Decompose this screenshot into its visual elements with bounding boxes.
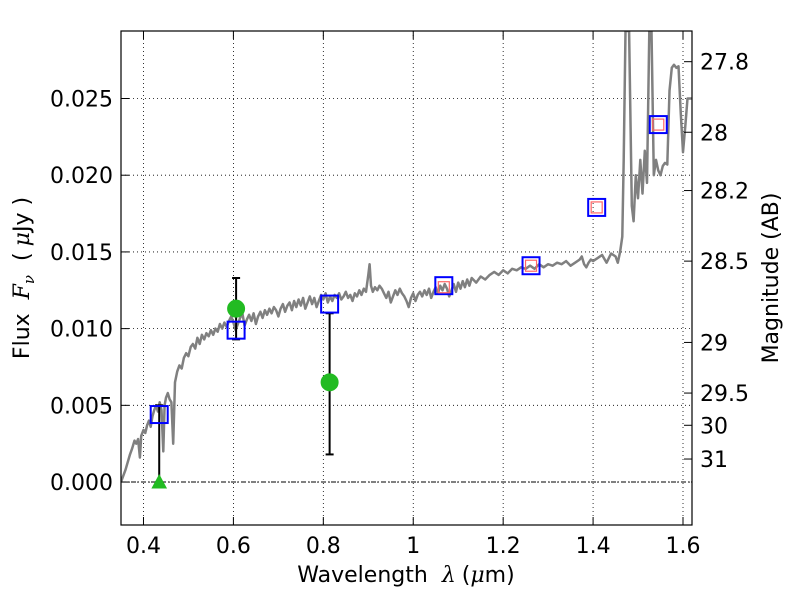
y2-tick-label: 27.8: [700, 51, 749, 76]
y-axis-unit-open: (: [10, 252, 35, 261]
y-axis-unit-mu: μ: [10, 232, 35, 246]
x-axis-symbol: λ: [441, 563, 456, 588]
y-axis-symbol-main: F: [10, 283, 35, 300]
model-flux-box: [521, 256, 541, 276]
y-axis-label-name: Flux: [10, 313, 35, 359]
x-axis-unit-rest: m): [485, 563, 515, 588]
detection-point: [227, 299, 246, 318]
x-axis-unit-mu: μ: [470, 563, 484, 588]
x-tick-label: 0.4: [126, 534, 161, 559]
model-flux-box: [587, 197, 607, 217]
plot-area: [121, 31, 692, 483]
y-tick-label: 0.015: [50, 241, 113, 266]
plot-background: [121, 31, 692, 525]
y-axis-unit-rest: Jy ): [10, 197, 35, 234]
model-flux-box: [434, 276, 454, 296]
y2-tick-label: 29: [700, 331, 728, 356]
y2-tick-label: 28.2: [700, 180, 749, 205]
sed-spectrum-line: [121, 31, 692, 483]
plot-frame: [120, 30, 693, 526]
x-tick-label: 1: [406, 534, 420, 559]
model-flux-box: [320, 294, 340, 314]
model-flux-box: [149, 405, 169, 425]
x-tick-label: 0.6: [216, 534, 251, 559]
ticks: 0.4 0.6 0.8 1 1.2 1.4 1.6 0.000 0.005 0.010 0.015 0…: [50, 31, 749, 559]
y-tick-label: 0.020: [50, 164, 113, 189]
x-axis-label: Wavelength λ (μm): [297, 563, 514, 588]
observed-flux-box: [524, 259, 538, 272]
y-tick-label: 0.005: [50, 394, 113, 419]
x-axis-label-name: Wavelength: [297, 563, 428, 588]
y2-tick-label: 31: [700, 448, 728, 473]
y2-axis-label: Magnitude (AB): [759, 193, 784, 364]
observed-flux-box: [437, 281, 450, 294]
y-tick-label: 0.000: [50, 471, 113, 496]
x-tick-label: 0.8: [306, 534, 341, 559]
y-axis-symbol-sub: ν: [20, 275, 38, 284]
model-flux-box: [226, 320, 246, 340]
x-tick-label: 1.4: [576, 534, 611, 559]
y2-tick-label: 28: [700, 121, 728, 146]
x-axis-unit-open: (: [462, 563, 471, 588]
x-tick-label: 1.2: [486, 534, 521, 559]
marker-layer: [149, 115, 668, 489]
x-tick-label: 1.6: [666, 534, 701, 559]
y2-tick-label: 28.5: [700, 250, 749, 275]
model-flux-box: [648, 115, 668, 135]
y-axis-label: Flux Fν ( μJy ): [10, 197, 38, 359]
y-tick-label: 0.010: [50, 318, 113, 343]
observed-flux-box: [652, 118, 665, 131]
y2-tick-label: 30: [700, 414, 728, 439]
y2-tick-label: 29.5: [700, 382, 749, 407]
upper-limit-triangle: [151, 473, 168, 489]
observed-flux-box: [590, 201, 603, 214]
detection-point: [320, 373, 339, 392]
y-tick-label: 0.025: [50, 88, 113, 113]
